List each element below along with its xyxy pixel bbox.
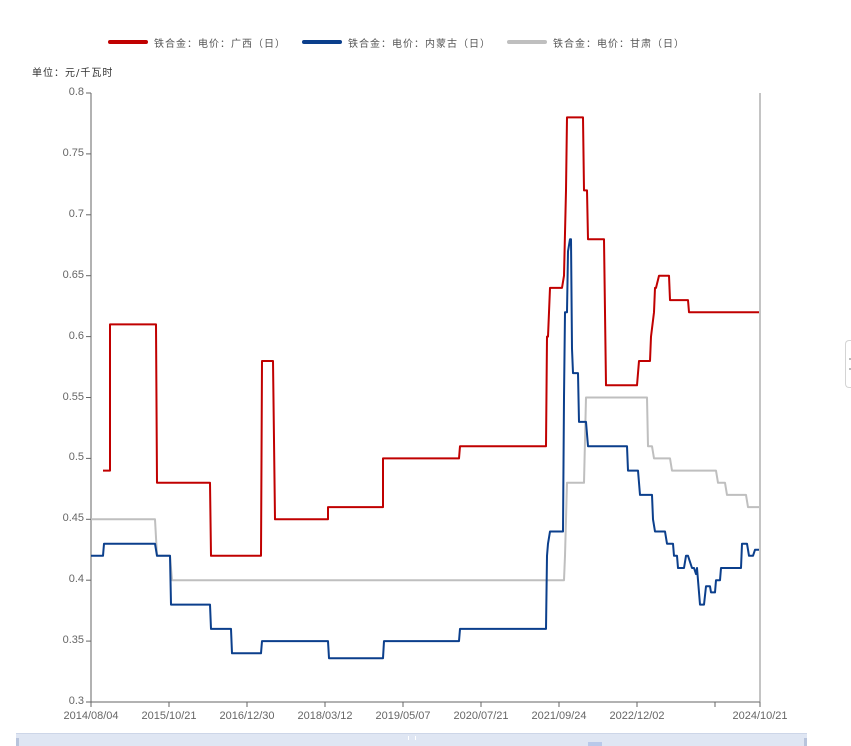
slider-left-handle[interactable] — [16, 738, 19, 746]
y-tick-label: 0.55 — [62, 390, 84, 403]
x-tick-label: 2019/05/07 — [375, 710, 431, 722]
slider-range-indicator — [588, 742, 602, 746]
y-tick-label: 0.3 — [68, 695, 84, 707]
slider-right-handle[interactable] — [804, 738, 807, 746]
x-tick-label: 2020/07/21 — [453, 710, 509, 722]
y-tick-label: 0.4 — [68, 573, 84, 586]
y-tick-label: 0.65 — [62, 268, 84, 281]
side-panel-toggle[interactable] — [845, 340, 851, 388]
series-line-2[interactable] — [91, 396, 759, 582]
y-tick-label: 0.8 — [68, 86, 84, 98]
dot-icon — [849, 368, 851, 370]
series-line-1[interactable] — [91, 238, 759, 660]
legend-item-guangxi[interactable]: 铁合金：电价：广西（日） — [108, 35, 286, 50]
legend-label: 铁合金：电价：内蒙古（日） — [348, 38, 491, 50]
chart-legend: 铁合金：电价：广西（日） 铁合金：电价：内蒙古（日） 铁合金：电价：甘肃（日） — [108, 34, 701, 50]
y-tick-label: 0.45 — [62, 512, 84, 525]
legend-label: 铁合金：电价：甘肃（日） — [553, 38, 685, 50]
legend-swatch-icon — [302, 40, 342, 44]
x-tick-label: 2024/10/21 — [732, 710, 788, 722]
y-tick-label: 0.5 — [68, 451, 84, 464]
y-tick-label: 0.7 — [68, 207, 84, 220]
x-tick-label: 2014/08/04 — [63, 710, 119, 722]
data-zoom-slider[interactable] — [16, 733, 807, 746]
x-tick-label: 2022/12/02 — [609, 710, 665, 722]
dot-icon — [849, 358, 851, 360]
x-tick-label: 2021/09/24 — [531, 710, 587, 722]
y-tick-label: 0.35 — [62, 634, 84, 647]
slider-grip-icon[interactable] — [408, 736, 416, 740]
y-tick-label: 0.6 — [68, 329, 84, 342]
legend-item-gansu[interactable]: 铁合金：电价：甘肃（日） — [507, 35, 685, 50]
x-tick-label: 2016/12/30 — [219, 710, 275, 722]
y-tick-label: 0.75 — [62, 146, 84, 159]
x-tick-label: 2018/03/12 — [297, 710, 353, 722]
legend-item-neimenggu[interactable]: 铁合金：电价：内蒙古（日） — [302, 35, 491, 50]
legend-label: 铁合金：电价：广西（日） — [154, 38, 286, 50]
series-line-0[interactable] — [103, 116, 759, 557]
y-axis-unit-label: 单位：元/千瓦时 — [32, 68, 114, 79]
legend-swatch-icon — [108, 40, 148, 44]
legend-swatch-icon — [507, 40, 547, 44]
x-tick-label: 2015/10/21 — [141, 710, 197, 722]
